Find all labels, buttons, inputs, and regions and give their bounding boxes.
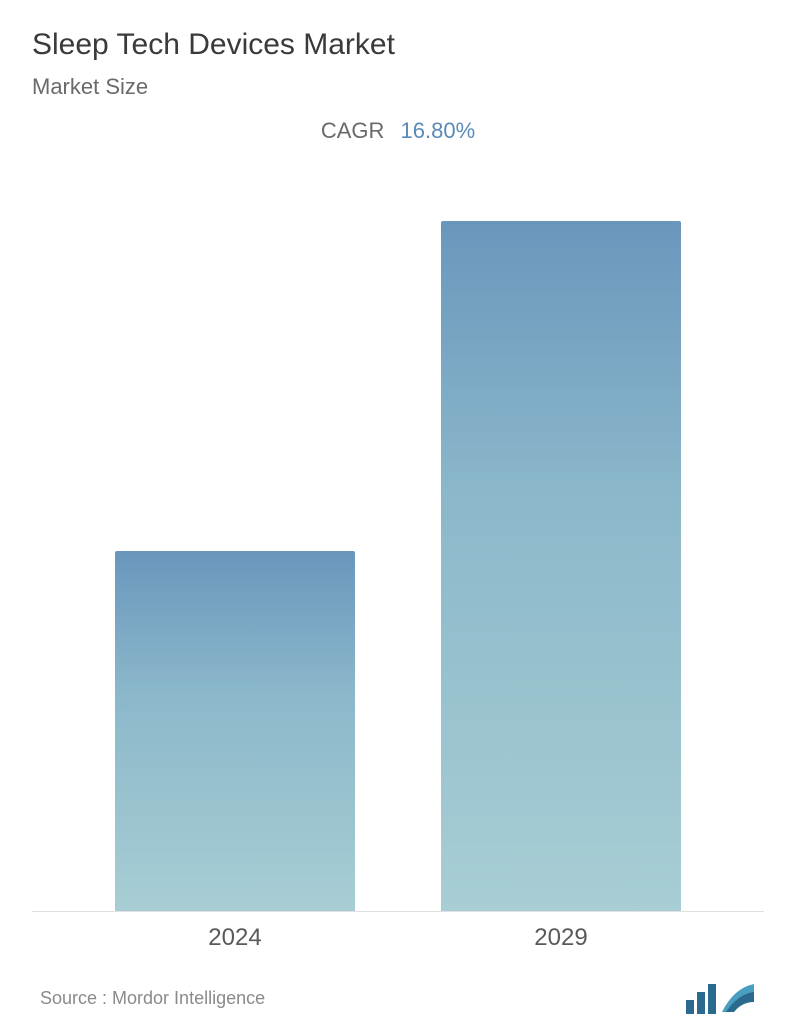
logo-bar-medium (697, 992, 705, 1014)
bar-group-1 (441, 221, 681, 911)
logo-bar-large (708, 984, 716, 1014)
chart-title: Sleep Tech Devices Market (32, 28, 764, 62)
logo-bars-icon (686, 982, 716, 1014)
chart-subtitle: Market Size (32, 74, 764, 100)
cagr-value: 16.80% (401, 118, 476, 143)
chart-footer: Source : Mordor Intelligence (32, 982, 764, 1014)
bar-1 (441, 221, 681, 911)
mordor-logo (686, 982, 756, 1014)
bar-0 (115, 551, 355, 911)
logo-swoosh-icon (720, 982, 756, 1014)
chart-plot-area (32, 174, 764, 912)
chart-container: Sleep Tech Devices Market Market Size CA… (0, 0, 796, 1034)
cagr-label: CAGR (321, 118, 385, 143)
x-axis-labels: 2024 2029 (32, 924, 764, 952)
x-label-1: 2029 (441, 924, 681, 952)
logo-bar-small (686, 1000, 694, 1014)
cagr-row: CAGR 16.80% (32, 118, 764, 144)
source-text: Source : Mordor Intelligence (40, 988, 265, 1009)
x-label-0: 2024 (115, 924, 355, 952)
bar-group-0 (115, 551, 355, 911)
